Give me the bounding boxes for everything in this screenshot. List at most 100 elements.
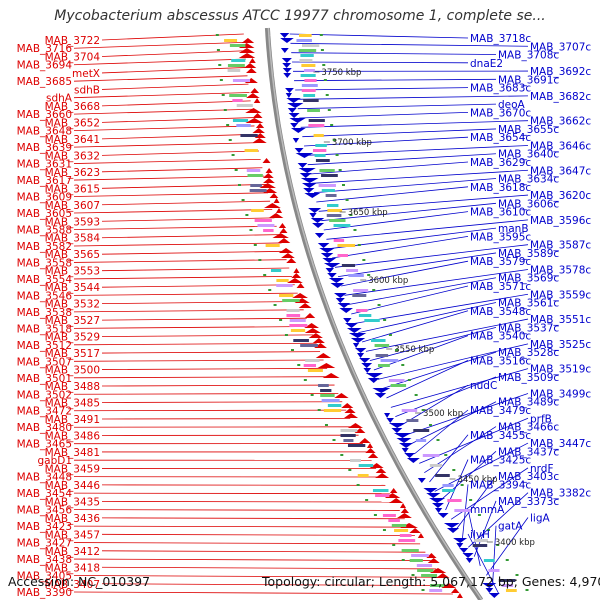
gene-label-left[interactable]: MAB_3716 [17, 43, 73, 55]
gene-label-left[interactable]: MAB_3488 [45, 381, 100, 393]
gene-label-right[interactable]: MAB_3537c [498, 322, 559, 334]
gene-label-right[interactable]: MAB_3569c [498, 273, 559, 285]
gene-label-right[interactable]: MAB_3683c [470, 83, 531, 95]
gene-label-left[interactable]: MAB_3491 [45, 414, 100, 426]
gene-label-right[interactable]: MAB_3403c [498, 471, 559, 483]
gene-label-left[interactable]: MAB_3617 [17, 175, 72, 187]
gene-label-right[interactable]: MAB_3589c [498, 248, 559, 260]
gene-label-right[interactable]: MAB_3528c [498, 347, 559, 359]
gene-label-right[interactable]: MAB_3551c [530, 314, 591, 326]
gene-label-right[interactable]: MAB_3548c [470, 306, 531, 318]
gene-label-right[interactable]: MAB_3718c [470, 33, 531, 45]
gene-label-right[interactable]: MAB_3466c [498, 422, 559, 434]
gene-label-right[interactable]: MAB_3646c [530, 140, 591, 152]
gene-label-left[interactable]: MAB_3423 [17, 521, 72, 533]
gene-label-right[interactable]: nudC [470, 380, 497, 392]
gene-label-left[interactable]: MAB_3668 [45, 101, 100, 113]
gene-label-right[interactable]: MAB_3596c [530, 215, 591, 227]
gene-label-right[interactable]: MAB_3629c [470, 157, 531, 169]
gene-label-right[interactable]: MAB_3655c [498, 124, 559, 136]
gene-label-left[interactable]: MAB_3532 [45, 299, 100, 311]
gene-label-left[interactable]: MAB_3538 [17, 307, 72, 319]
gene-label-right[interactable]: MAB_3525c [530, 339, 591, 351]
gene-label-right[interactable]: mnmA [470, 504, 505, 516]
gene-label-right[interactable]: MAB_3571c [470, 281, 531, 293]
gene-label-left[interactable]: MAB_3436 [45, 513, 101, 525]
gene-label-right[interactable]: MAB_3519c [530, 364, 591, 376]
gene-label-left[interactable]: MAB_3517 [45, 348, 100, 360]
gene-label-left[interactable]: MAB_3584 [45, 233, 101, 245]
gene-label-left[interactable]: MAB_3481 [45, 447, 100, 459]
gene-label-right[interactable]: MAB_3587c [530, 240, 591, 252]
gene-label-right[interactable]: MAB_3662c [530, 116, 591, 128]
gene-label-left[interactable]: MAB_3405 [17, 571, 72, 583]
gene-label-right[interactable]: MAB_3540c [470, 331, 531, 343]
gene-label-left[interactable]: MAB_3427 [17, 538, 72, 550]
gene-label-left[interactable]: MAB_3486 [45, 430, 101, 442]
gene-label-right[interactable]: MAB_3618c [470, 182, 531, 194]
gene-label-left[interactable]: MAB_3609 [17, 192, 72, 204]
gene-label-right[interactable]: MAB_3620c [530, 190, 591, 202]
gene-label-left[interactable]: MAB_3407 [45, 579, 100, 591]
gene-label-right[interactable]: MAB_3394c [470, 479, 531, 491]
gene-label-right[interactable]: MAB_3509c [498, 372, 559, 384]
gene-label-right[interactable]: MAB_3373c [498, 496, 559, 508]
gene-label-left[interactable]: sdhB [74, 84, 100, 96]
gene-label-left[interactable]: MAB_3446 [45, 480, 101, 492]
gene-label-left[interactable]: MAB_3639 [17, 142, 72, 154]
gene-label-left[interactable]: MAB_3507 [17, 356, 72, 368]
gene-label-right[interactable]: MAB_3516c [470, 355, 531, 367]
gene-label-left[interactable]: MAB_3448 [17, 472, 72, 484]
gene-label-right[interactable]: prfB [530, 413, 552, 425]
gene-label-left[interactable]: MAB_3512 [17, 340, 72, 352]
gene-label-left[interactable]: MAB_3438 [17, 554, 72, 566]
gene-label-right[interactable]: MAB_3634c [498, 174, 559, 186]
gene-label-right[interactable]: MAB_3682c [530, 91, 591, 103]
gene-label-left[interactable]: MAB_3502 [17, 389, 72, 401]
gene-label-right[interactable]: nrdF [530, 463, 554, 475]
gene-label-right[interactable]: MAB_3447c [530, 438, 591, 450]
gene-label-left[interactable]: MAB_3418 [45, 562, 100, 574]
gene-label-right[interactable]: ligA [530, 512, 550, 524]
gene-label-left[interactable]: MAB_3648 [17, 126, 72, 138]
gene-label-left[interactable]: MAB_3390 [17, 587, 72, 599]
gene-label-left[interactable]: MAB_3459 [45, 463, 100, 475]
gene-label-right[interactable]: MAB_3579c [470, 256, 531, 268]
gene-label-right[interactable]: deoA [498, 99, 526, 111]
gene-label-left[interactable]: MAB_3456 [17, 505, 73, 517]
gene-label-left[interactable]: MAB_3565 [45, 249, 100, 261]
gene-label-left[interactable]: MAB_3454 [17, 488, 73, 500]
gene-label-left[interactable]: MAB_3485 [45, 398, 100, 410]
gene-label-right[interactable]: MAB_3640c [498, 149, 559, 161]
gene-label-left[interactable]: MAB_3652 [45, 117, 100, 129]
gene-label-right[interactable]: MAB_3595c [470, 231, 531, 243]
gene-label-left[interactable]: MAB_3685 [17, 76, 72, 88]
gene-label-left[interactable]: MAB_3605 [17, 208, 72, 220]
gene-label-left[interactable]: MAB_3546 [17, 290, 73, 302]
gene-label-right[interactable]: gatA [498, 521, 523, 533]
gene-label-left[interactable]: MAB_3694 [17, 60, 73, 72]
gene-label-right[interactable]: MAB_3610c [470, 207, 531, 219]
gene-label-left[interactable]: MAB_3457 [45, 529, 100, 541]
gene-label-left[interactable]: MAB_3518 [17, 323, 72, 335]
gene-label-left[interactable]: gabD1 [37, 455, 72, 467]
gene-label-right[interactable]: MAB_3692c [530, 66, 591, 78]
gene-label-right[interactable]: ilvH [470, 529, 490, 541]
gene-label-right[interactable]: MAB_3425c [470, 455, 531, 467]
gene-label-left[interactable]: MAB_3704 [45, 51, 101, 63]
gene-label-left[interactable]: MAB_3607 [45, 200, 100, 212]
gene-label-right[interactable]: MAB_3499c [530, 388, 591, 400]
gene-label-right[interactable]: MAB_3455c [470, 430, 531, 442]
gene-label-left[interactable]: MAB_3722 [45, 35, 100, 47]
gene-label-left[interactable]: MAB_3623 [45, 167, 100, 179]
gene-label-right[interactable]: MAB_3489c [498, 397, 559, 409]
gene-label-left[interactable]: MAB_3501 [17, 373, 72, 385]
gene-label-left[interactable]: MAB_3641 [45, 134, 100, 146]
gene-label-right[interactable]: MAB_3647c [530, 165, 591, 177]
gene-label-left[interactable]: MAB_3529 [45, 332, 100, 344]
gene-label-left[interactable]: MAB_3582 [17, 241, 72, 253]
gene-label-right[interactable]: MAB_3479c [470, 405, 531, 417]
gene-label-left[interactable]: MAB_3553 [45, 266, 100, 278]
gene-label-left[interactable]: metX [72, 68, 100, 80]
gene-label-left[interactable]: MAB_3631 [17, 159, 72, 171]
